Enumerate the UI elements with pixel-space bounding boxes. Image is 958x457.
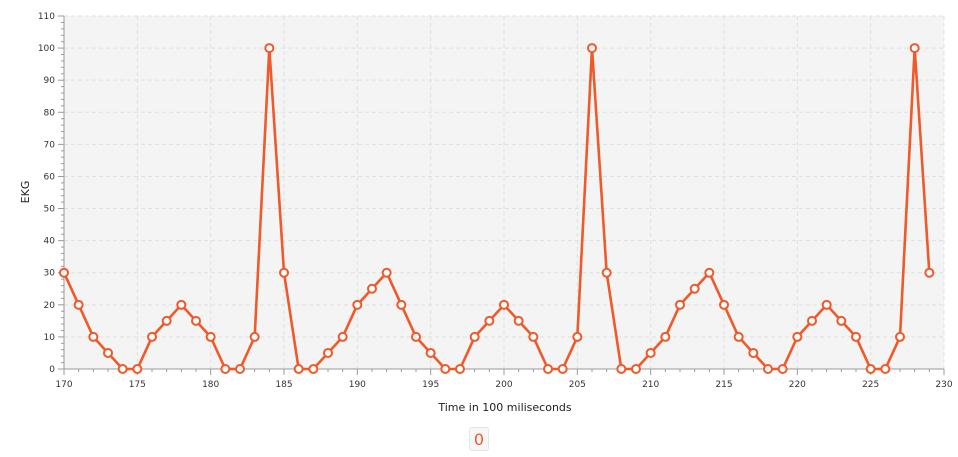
data-point — [528, 331, 539, 342]
data-point — [909, 43, 920, 54]
data-point — [425, 347, 436, 358]
legend-label: 0 — [473, 429, 485, 449]
data-point — [543, 364, 553, 374]
axes: 0 10 20 30 40 50 60 70 80 90 100 110 170 175 180 185 190… — [38, 12, 953, 390]
y-axis-title: EKG — [19, 181, 32, 204]
data-point — [777, 364, 788, 374]
data-point — [103, 347, 113, 358]
y-tick-label-0: 0 — [49, 365, 55, 375]
data-point — [821, 299, 832, 310]
data-point — [587, 43, 597, 54]
data-point — [807, 315, 817, 326]
y-tick-label-50: 50 — [44, 205, 56, 215]
data-point — [279, 267, 289, 278]
data-point — [704, 267, 715, 278]
data-point — [601, 267, 612, 278]
data-point — [235, 364, 245, 374]
data-point — [836, 315, 847, 326]
y-tick-label-20: 20 — [44, 301, 56, 311]
x-tick-label-225: 225 — [862, 380, 879, 390]
y-tick-label-40: 40 — [44, 237, 56, 247]
data-point — [631, 364, 641, 374]
x-tick-label-205: 205 — [569, 380, 586, 390]
data-point — [513, 315, 524, 326]
data-point — [792, 331, 803, 342]
x-tick-label-220: 220 — [789, 380, 806, 390]
y-tick-label-110: 110 — [38, 12, 55, 22]
x-tick-label-195: 195 — [422, 380, 439, 390]
data-point — [323, 347, 333, 358]
data-point — [249, 331, 260, 342]
x-axis-title: Time in 100 miliseconds — [437, 401, 572, 414]
data-point — [161, 315, 172, 326]
data-point — [293, 364, 304, 374]
data-point — [396, 299, 407, 310]
data-point — [176, 299, 187, 310]
data-point — [73, 299, 84, 310]
y-tick-label-100: 100 — [38, 44, 55, 54]
data-point — [748, 347, 759, 358]
data-point — [880, 364, 891, 374]
data-point — [191, 315, 201, 326]
data-point — [455, 364, 465, 374]
y-tick-label-80: 80 — [44, 108, 56, 118]
data-point — [484, 315, 495, 326]
x-tick-label-170: 170 — [55, 380, 72, 390]
data-point — [88, 331, 99, 342]
data-point — [851, 331, 861, 342]
data-point — [689, 283, 700, 294]
data-point — [675, 299, 685, 310]
data-point — [264, 43, 275, 54]
data-point — [337, 331, 348, 342]
x-tick-label-200: 200 — [495, 380, 512, 390]
x-tick-label-215: 215 — [715, 380, 732, 390]
data-point — [117, 364, 128, 374]
data-point — [865, 364, 876, 374]
data-point — [733, 331, 744, 342]
data-point — [469, 331, 480, 342]
y-tick-label-60: 60 — [44, 172, 56, 182]
x-tick-label-175: 175 — [129, 380, 146, 390]
legend-item[interactable]: 0 — [469, 427, 489, 451]
x-tick-label-210: 210 — [642, 380, 659, 390]
data-point — [59, 267, 69, 278]
data-point — [440, 364, 451, 374]
data-point — [132, 364, 143, 374]
series-layer — [59, 43, 935, 374]
y-tick-label-10: 10 — [44, 333, 56, 343]
x-tick-label-190: 190 — [349, 380, 366, 390]
data-point — [499, 299, 509, 310]
data-point — [924, 267, 935, 278]
x-tick-label-185: 185 — [275, 380, 292, 390]
data-point — [895, 331, 905, 342]
data-point — [645, 347, 656, 358]
data-point — [616, 364, 627, 374]
x-tick-label-180: 180 — [202, 380, 219, 390]
data-point — [381, 267, 392, 278]
x-tick-label-230: 230 — [935, 380, 952, 390]
y-tick-label-70: 70 — [44, 140, 56, 150]
data-point — [572, 331, 583, 342]
grid-lines — [64, 15, 945, 369]
data-point — [367, 283, 377, 294]
y-tick-label-30: 30 — [44, 269, 56, 279]
data-point — [660, 331, 671, 342]
data-point — [308, 364, 319, 374]
data-point — [763, 364, 773, 374]
y-tick-label-90: 90 — [44, 76, 56, 86]
data-point — [205, 331, 216, 342]
data-point — [352, 299, 363, 310]
data-point — [411, 331, 421, 342]
data-point — [557, 364, 568, 374]
data-point — [719, 299, 729, 310]
data-point — [220, 364, 231, 374]
data-point — [147, 331, 157, 342]
